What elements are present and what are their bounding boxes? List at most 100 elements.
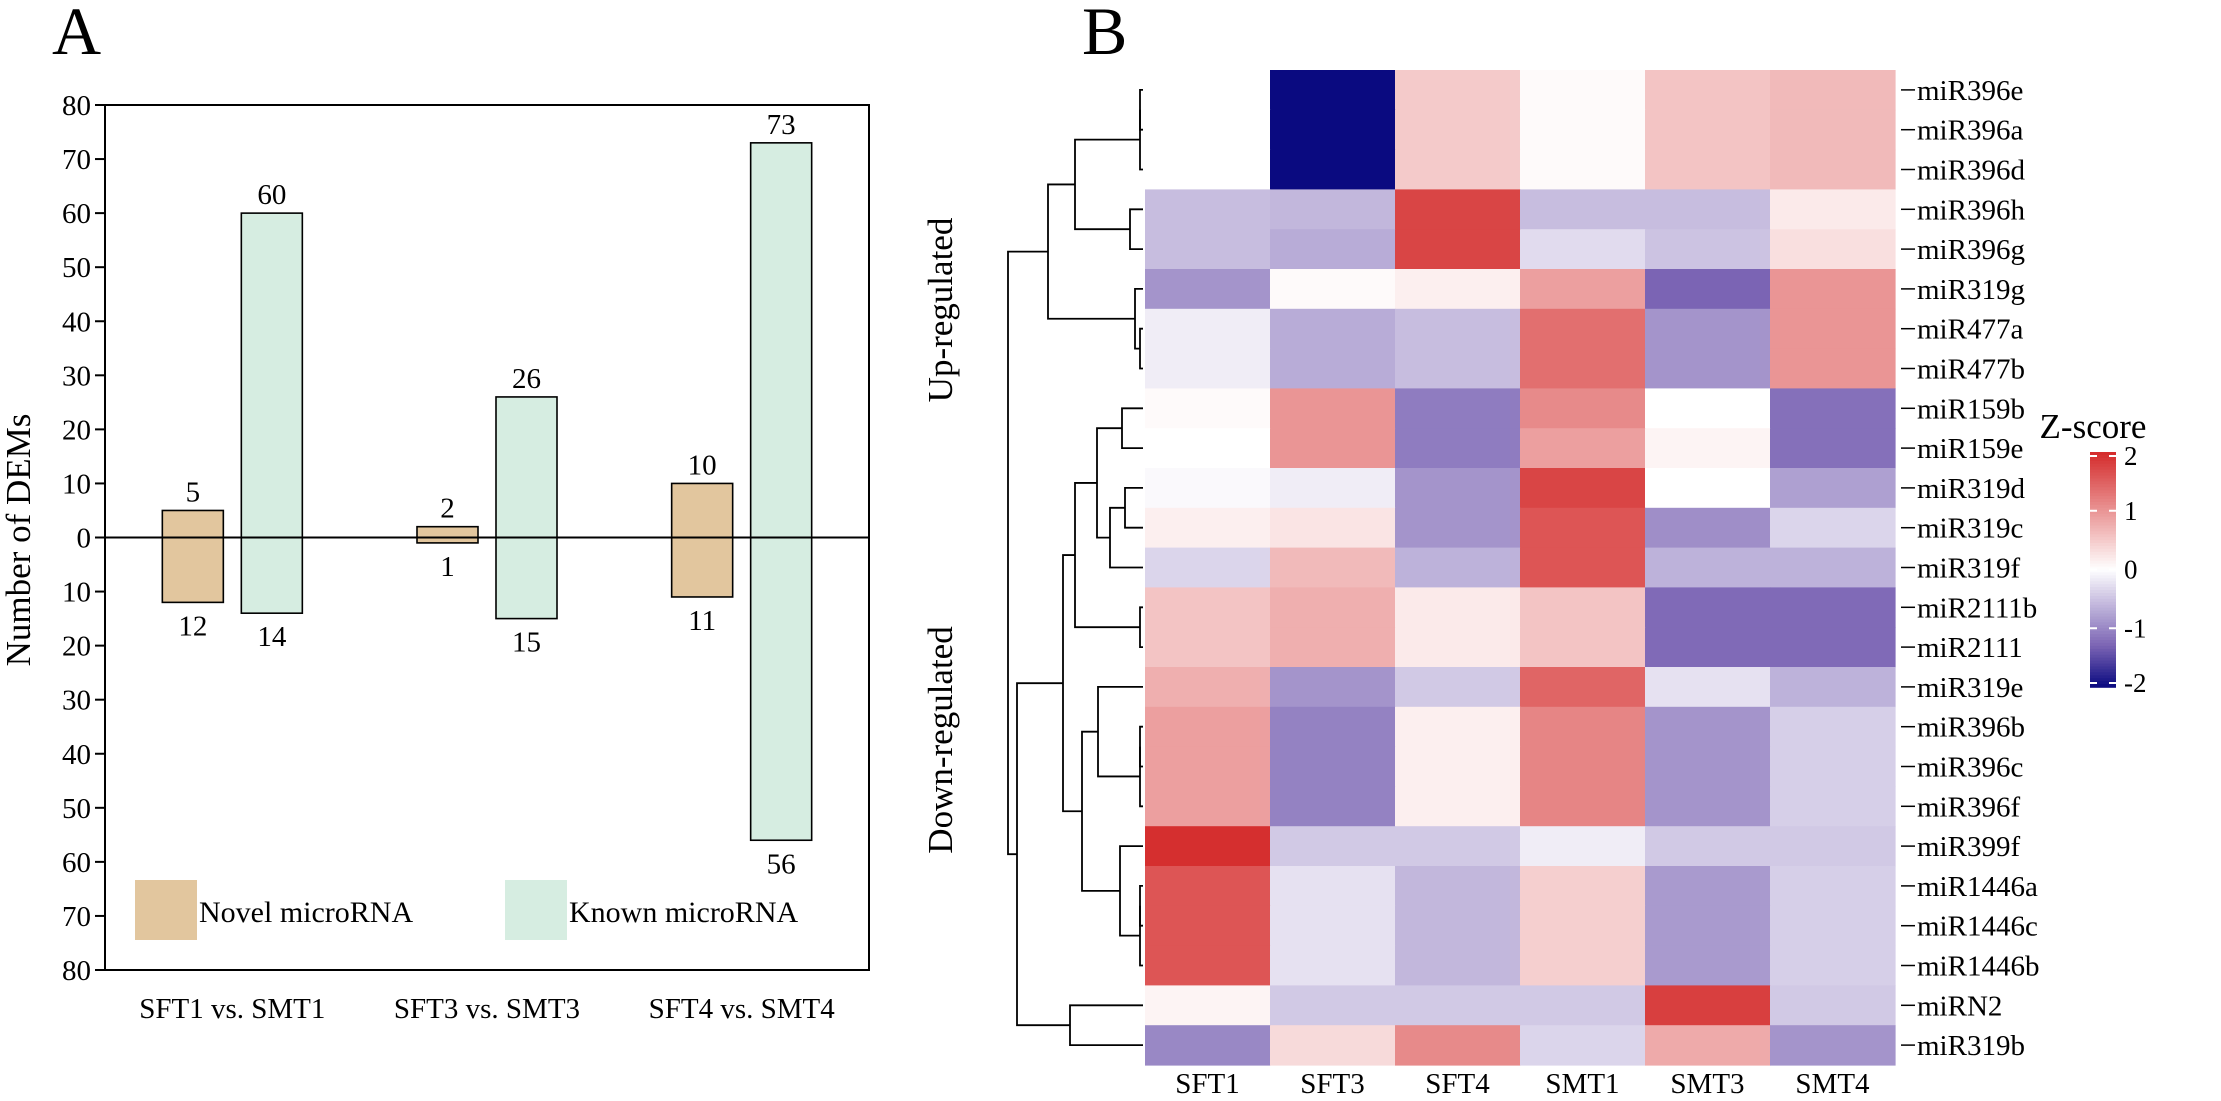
- dendrogram-branch: [1134, 288, 1143, 350]
- heatmap-cell: [1520, 905, 1646, 947]
- heatmap-cell: [1645, 706, 1771, 748]
- heatmap-cell: [1395, 866, 1521, 907]
- heatmap-cell: [1645, 428, 1771, 469]
- heatmap-cell: [1645, 905, 1771, 947]
- column-label: SMT3: [1670, 1068, 1744, 1096]
- colorbar-segment: [2090, 648, 2116, 653]
- y-tick-label: 70: [62, 901, 91, 933]
- bar-up-value: 26: [512, 363, 541, 395]
- heatmap-cell: [1770, 866, 1896, 907]
- bar-down-value: 1: [440, 551, 455, 583]
- heatmap-cell: [1645, 786, 1771, 827]
- colorbar-segment: [2090, 548, 2116, 553]
- y-tick-label: 20: [62, 631, 91, 663]
- colorbar-segment: [2090, 543, 2116, 547]
- row-label: miR1446b: [1917, 951, 2039, 983]
- legend-swatch: [135, 880, 197, 940]
- heatmap-cell: [1395, 507, 1521, 549]
- colorbar-segment: [2090, 463, 2116, 468]
- heatmap-cell: [1770, 468, 1896, 509]
- heatmap-cell: [1645, 149, 1771, 190]
- colorbar-segment: [2090, 519, 2116, 524]
- dendrogram-branch: [1069, 1004, 1143, 1046]
- heatmap-cell: [1770, 388, 1896, 429]
- bar-up-value: 10: [688, 449, 717, 481]
- bar-down-value: 11: [688, 605, 716, 637]
- heatmap-cell: [1520, 746, 1646, 787]
- colorbar-segment: [2090, 607, 2116, 612]
- row-label: miR477b: [1917, 354, 2025, 386]
- x-tick-label: SFT4 vs. SMT4: [649, 993, 836, 1025]
- heatmap-cell: [1395, 746, 1521, 787]
- row-label: miR319b: [1917, 1030, 2025, 1062]
- y-tick-label: 70: [62, 144, 91, 176]
- row-label: miR159b: [1917, 393, 2025, 425]
- colorbar-segment: [2090, 672, 2116, 677]
- heatmap-cell: [1270, 786, 1396, 827]
- legend-label: Known microRNA: [569, 896, 798, 929]
- dendrogram-branch: [1139, 746, 1143, 808]
- heatmap-cell: [1270, 388, 1396, 429]
- row-label: miR319g: [1917, 274, 2025, 306]
- heatmap-cell: [1770, 706, 1896, 748]
- colorbar-segment: [2090, 540, 2116, 544]
- heatmap-cell: [1520, 786, 1646, 827]
- colorbar-segment: [2090, 631, 2116, 635]
- colorbar-segment: [2090, 669, 2116, 674]
- heatmap-cell: [1770, 746, 1896, 787]
- heatmap-cell: [1145, 587, 1271, 628]
- colorbar-segment: [2090, 590, 2116, 594]
- heatmap-cell: [1645, 269, 1771, 310]
- colorbar-segment: [2090, 604, 2116, 609]
- colorbar-segment: [2090, 601, 2116, 606]
- colorbar-segment: [2090, 487, 2116, 491]
- bars: [161, 142, 813, 842]
- heatmap-cell: [1520, 70, 1646, 111]
- heatmap-cell: [1145, 468, 1271, 509]
- heatmap-cell: [1270, 428, 1396, 469]
- heatmap-cell: [1770, 149, 1896, 190]
- dendrogram-branch: [1074, 482, 1140, 629]
- colorbar-tick-label: 1: [2124, 496, 2138, 526]
- row-label: miR2111b: [1917, 592, 2037, 624]
- colorbar-segment: [2090, 528, 2116, 533]
- y-tick-label: 50: [62, 793, 91, 825]
- colorbar-segment: [2090, 466, 2116, 471]
- heatmap-cell: [1270, 348, 1396, 389]
- heatmap-cell: [1770, 547, 1896, 588]
- colorbar-segment: [2090, 616, 2116, 621]
- heatmap-cell: [1395, 667, 1521, 708]
- bar-down-value: 56: [767, 848, 796, 880]
- colorbar-tick-label: 0: [2124, 555, 2138, 585]
- row-label: miRN2: [1917, 990, 2002, 1022]
- heatmap-cell: [1770, 428, 1896, 469]
- dendrogram-branch: [1062, 554, 1082, 813]
- colorbar-segment: [2090, 584, 2116, 588]
- colorbar-segment: [2090, 578, 2116, 583]
- colorbar-segment: [2090, 628, 2116, 632]
- heatmap-cell: [1520, 348, 1646, 389]
- row-label: miR159e: [1917, 433, 2023, 465]
- colorbar-segment: [2090, 504, 2116, 509]
- heatmap-cell: [1270, 70, 1396, 111]
- row-label: miR319d: [1917, 473, 2025, 505]
- heatmap-cell: [1270, 866, 1396, 907]
- colorbar-segment: [2090, 496, 2116, 500]
- heatmap-cell: [1395, 945, 1521, 986]
- bar-up-value: 73: [767, 109, 796, 141]
- y-tick-label: 30: [62, 360, 91, 392]
- heatmap-cell: [1645, 667, 1771, 708]
- colorbar-segment: [2090, 457, 2116, 462]
- colorbar-segment: [2090, 537, 2116, 541]
- heatmap-cell: [1770, 308, 1896, 350]
- panel-b-label: B: [1082, 0, 1127, 69]
- heatmap-cell: [1395, 269, 1521, 310]
- heatmap-cell: [1145, 866, 1271, 907]
- heatmap-cell: [1520, 149, 1646, 190]
- colorbar-segment: [2090, 501, 2116, 506]
- colorbar-segment: [2090, 645, 2116, 650]
- heatmap-cell: [1645, 189, 1771, 230]
- heatmap-cell: [1145, 388, 1271, 429]
